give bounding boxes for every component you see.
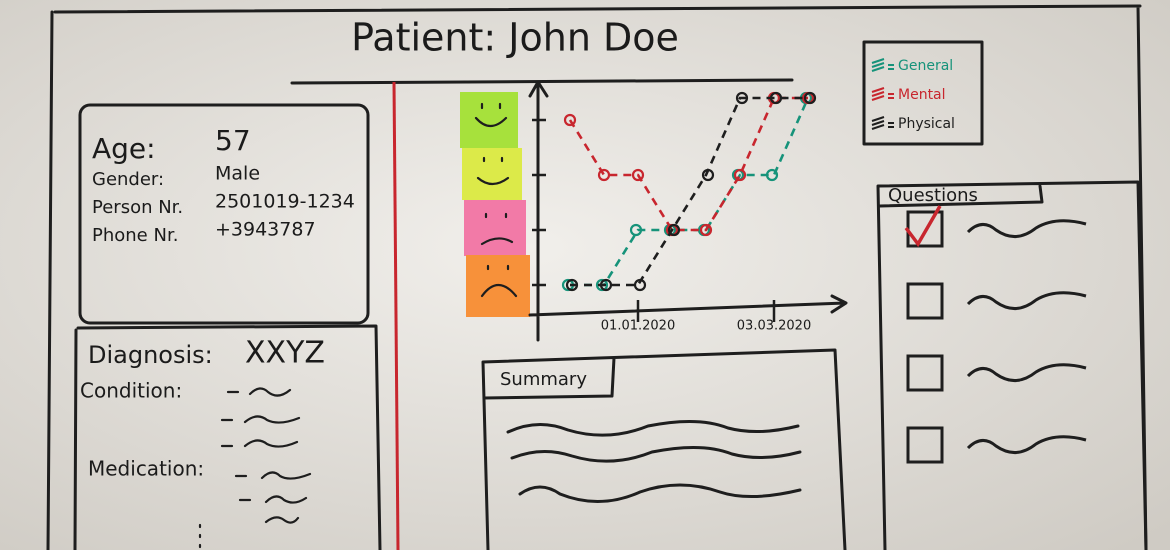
point xyxy=(699,223,713,237)
summary-text xyxy=(506,420,802,503)
faces xyxy=(474,102,518,298)
page-title: Patient: John Doe xyxy=(351,16,679,60)
legend: General Mental Physical xyxy=(871,58,955,132)
questions-card xyxy=(876,180,1148,550)
point xyxy=(565,278,579,292)
point xyxy=(667,223,681,237)
field-value: 2501019-1234 xyxy=(215,191,355,213)
point xyxy=(765,168,779,182)
series-line xyxy=(570,97,810,287)
legend-swatch xyxy=(871,87,894,101)
point xyxy=(595,278,609,292)
legend-label: General xyxy=(898,58,953,74)
medication-label: Medication: xyxy=(88,457,204,481)
point xyxy=(631,168,645,182)
field-value: Male xyxy=(215,163,260,185)
point xyxy=(599,278,613,292)
question-text xyxy=(966,363,1087,382)
legend-label: Mental xyxy=(898,87,946,103)
field-value: +3943787 xyxy=(215,219,316,241)
series-line xyxy=(570,96,808,287)
condition-label: Condition: xyxy=(80,379,182,403)
x-tick-label: 01.01.2020 xyxy=(601,319,675,334)
point xyxy=(629,223,643,237)
point xyxy=(597,168,611,182)
title-underline xyxy=(290,78,794,85)
diagnosis-label: Diagnosis: xyxy=(88,341,213,369)
point xyxy=(701,168,715,182)
checkbox[interactable] xyxy=(906,282,944,320)
field-label: Phone Nr. xyxy=(92,225,178,246)
checkbox[interactable] xyxy=(906,426,944,464)
question-text xyxy=(966,219,1087,238)
point xyxy=(563,113,577,127)
patient-fields: Age: 57 Gender: Male Person Nr. 2501019-1234 P… xyxy=(92,124,355,246)
field-label: Person Nr. xyxy=(92,197,183,218)
squiggles xyxy=(198,387,312,549)
diagnosis-value: XXYZ xyxy=(245,336,325,371)
legend-box xyxy=(862,40,984,146)
chart-axes xyxy=(528,80,848,342)
questions-title: Questions xyxy=(888,185,978,206)
point xyxy=(733,168,747,182)
patient-card xyxy=(78,103,370,325)
divider xyxy=(392,81,400,550)
field-label: Age: xyxy=(92,132,156,165)
legend-label: Physical xyxy=(898,116,955,132)
summary-card xyxy=(481,348,847,550)
point xyxy=(633,278,647,292)
sticky-happy xyxy=(460,92,518,148)
sticky-content xyxy=(462,148,522,200)
sticky-sad xyxy=(464,200,526,256)
legend-swatch xyxy=(871,58,894,72)
question-text xyxy=(966,291,1087,310)
diagnosis-card xyxy=(73,324,382,550)
checkmark xyxy=(904,205,942,248)
point xyxy=(735,91,749,105)
questions-list xyxy=(904,205,1087,464)
x-tick-label: 03.03.2020 xyxy=(737,319,811,334)
field-label: Gender: xyxy=(92,169,164,190)
checkbox[interactable] xyxy=(906,354,944,392)
legend-swatch xyxy=(871,116,894,130)
point xyxy=(769,91,783,105)
question-text xyxy=(966,435,1087,454)
chart: 01.01.2020 03.03.2020 xyxy=(532,91,817,334)
summary-title: Summary xyxy=(500,369,587,390)
point xyxy=(803,91,817,105)
field-value: 57 xyxy=(215,124,251,157)
